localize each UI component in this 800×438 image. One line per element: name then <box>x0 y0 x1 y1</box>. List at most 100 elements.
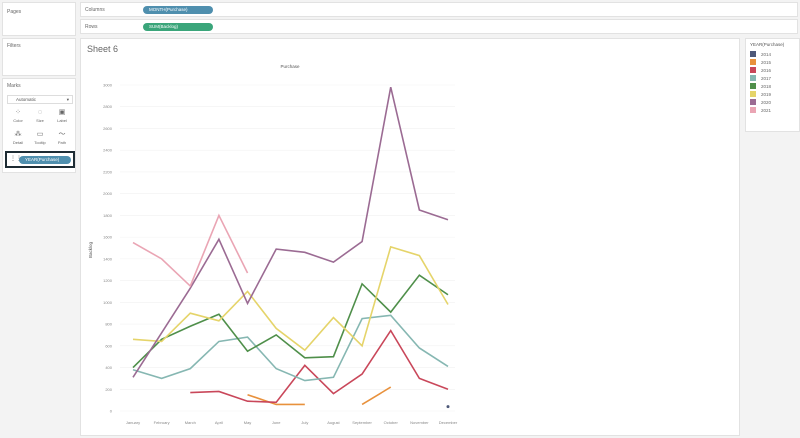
y-tick-label: 400 <box>105 365 112 370</box>
marks-card-size[interactable]: ◌ Size <box>30 107 50 125</box>
legend-label: 2019 <box>761 91 772 97</box>
legend-item[interactable]: 2018 <box>750 82 795 90</box>
y-tick-label: 2200 <box>103 169 113 174</box>
series-point-2014 <box>446 405 450 409</box>
series-line-2021 <box>132 213 249 288</box>
legend-swatch <box>750 107 756 113</box>
series-line-2016 <box>190 329 449 404</box>
x-tick-label: March <box>185 420 196 425</box>
marks-label: Marks <box>7 83 21 89</box>
y-tick-label: 3000 <box>103 83 113 88</box>
legend-item[interactable]: 2015 <box>750 58 795 66</box>
series-line-2020 <box>132 86 449 378</box>
y-tick-label: 0 <box>110 409 113 414</box>
legend-title: YEAR(Purchase) <box>750 42 785 47</box>
color-icon: ⋮⋮ <box>10 156 22 162</box>
x-tick-label: January <box>126 420 140 425</box>
x-tick-label: April <box>215 420 223 425</box>
card-label: Size <box>36 118 44 123</box>
legend-item[interactable]: 2017 <box>750 74 795 82</box>
legend-item[interactable]: 2016 <box>750 66 795 74</box>
y-tick-label: 1400 <box>103 256 113 261</box>
chart-title: Purchase <box>280 64 300 69</box>
line-chart: Purchase Backlog 0 200 400 600 800 1000 1200 1400… <box>88 64 458 425</box>
x-tick-label: February <box>154 420 170 425</box>
color-pill-container: ⋮⋮ YEAR(Purchase) <box>5 151 75 168</box>
detail-icon: ⁂ <box>14 131 22 138</box>
series-line-2019 <box>132 245 449 352</box>
legend-item[interactable]: 2014 <box>750 50 795 58</box>
y-tick-label: 1600 <box>103 235 113 240</box>
legend-swatch <box>750 91 756 97</box>
card-label: Detail <box>12 140 24 145</box>
y-tick-label: 200 <box>105 387 112 392</box>
mark-type-dropdown[interactable]: Automatic ▾ <box>7 95 73 104</box>
legend-swatch <box>750 59 756 65</box>
columns-label: Columns <box>85 7 105 13</box>
legend-label: 2017 <box>761 75 772 81</box>
chevron-down-icon: ▾ <box>66 97 69 102</box>
y-tick-label: 1800 <box>103 213 113 218</box>
y-tick-label: 2600 <box>103 126 113 131</box>
filters-label: Filters <box>7 43 21 49</box>
mark-type-value: Automatic <box>16 97 37 102</box>
tooltip-icon: ▭ <box>36 131 44 138</box>
legend-label: 2020 <box>761 99 772 105</box>
marks-card-detail[interactable]: ⁂ Detail <box>8 129 28 147</box>
x-tick-label: October <box>384 420 399 425</box>
x-tick-label: September <box>352 420 372 425</box>
x-tick-label: August <box>327 420 340 425</box>
columns-pill[interactable]: MONTH(Purchase) <box>143 6 213 14</box>
legend-label: 2018 <box>761 83 772 89</box>
rows-label: Rows <box>85 24 98 30</box>
series-line-2017 <box>132 314 449 382</box>
marks-card-color[interactable]: ⁘ Color <box>8 107 28 125</box>
card-label: Path <box>57 140 67 145</box>
legend-item[interactable]: 2020 <box>750 98 795 106</box>
year-color-pill[interactable]: YEAR(Purchase) <box>19 155 71 164</box>
marks-card-label[interactable]: ▣ Label <box>52 107 72 125</box>
y-tick-label: 1200 <box>103 278 113 283</box>
y-tick-label: 1000 <box>103 300 113 305</box>
marks-card-tooltip[interactable]: ▭ Tooltip <box>30 129 50 147</box>
legend-swatch <box>750 83 756 89</box>
color-icon: ⁘ <box>15 109 21 116</box>
y-tick-label: 2800 <box>103 104 113 109</box>
x-tick-label: December <box>439 420 458 425</box>
size-icon: ◌ <box>37 109 43 116</box>
columns-shelf[interactable]: Columns MONTH(Purchase) <box>80 2 798 17</box>
legend-item[interactable]: 2021 <box>750 106 795 114</box>
label-icon: ▣ <box>58 109 66 116</box>
x-tick-label: May <box>244 420 252 425</box>
x-tick-label: July <box>301 420 308 425</box>
legend-label: 2021 <box>761 107 772 113</box>
legend-label: 2015 <box>761 59 772 65</box>
y-tick-label: 2400 <box>103 148 113 153</box>
series-line-2015 <box>361 386 392 406</box>
color-legend: YEAR(Purchase) 2014 2015 2016 2017 2018 2019 2… <box>745 38 800 132</box>
y-tick-label: 2000 <box>103 191 113 196</box>
pages-shelf[interactable]: Pages <box>2 2 76 36</box>
path-icon: 〜 <box>58 131 66 138</box>
series-line-2018 <box>132 274 449 369</box>
pages-label: Pages <box>7 9 22 15</box>
legend-label: 2014 <box>761 51 772 57</box>
card-label: Label <box>57 118 67 123</box>
series-line-2015 <box>247 393 305 406</box>
marks-card-path[interactable]: 〜 Path <box>52 129 72 147</box>
rows-pill[interactable]: SUM(Backlog) <box>143 23 213 31</box>
card-label: Color <box>13 118 23 123</box>
legend-swatch <box>750 99 756 105</box>
y-axis-label: Backlog <box>88 242 93 259</box>
legend-item[interactable]: 2019 <box>750 90 795 98</box>
y-tick-label: 600 <box>105 343 112 348</box>
sheet-title: Sheet 6 <box>87 44 119 54</box>
card-label: Tooltip <box>34 140 46 145</box>
legend-swatch <box>750 51 756 57</box>
legend-swatch <box>750 75 756 81</box>
rows-shelf[interactable]: Rows SUM(Backlog) <box>80 19 798 34</box>
filters-shelf[interactable]: Filters <box>2 38 76 76</box>
x-tick-label: June <box>272 420 281 425</box>
x-tick-label: November <box>410 420 429 425</box>
legend-swatch <box>750 67 756 73</box>
